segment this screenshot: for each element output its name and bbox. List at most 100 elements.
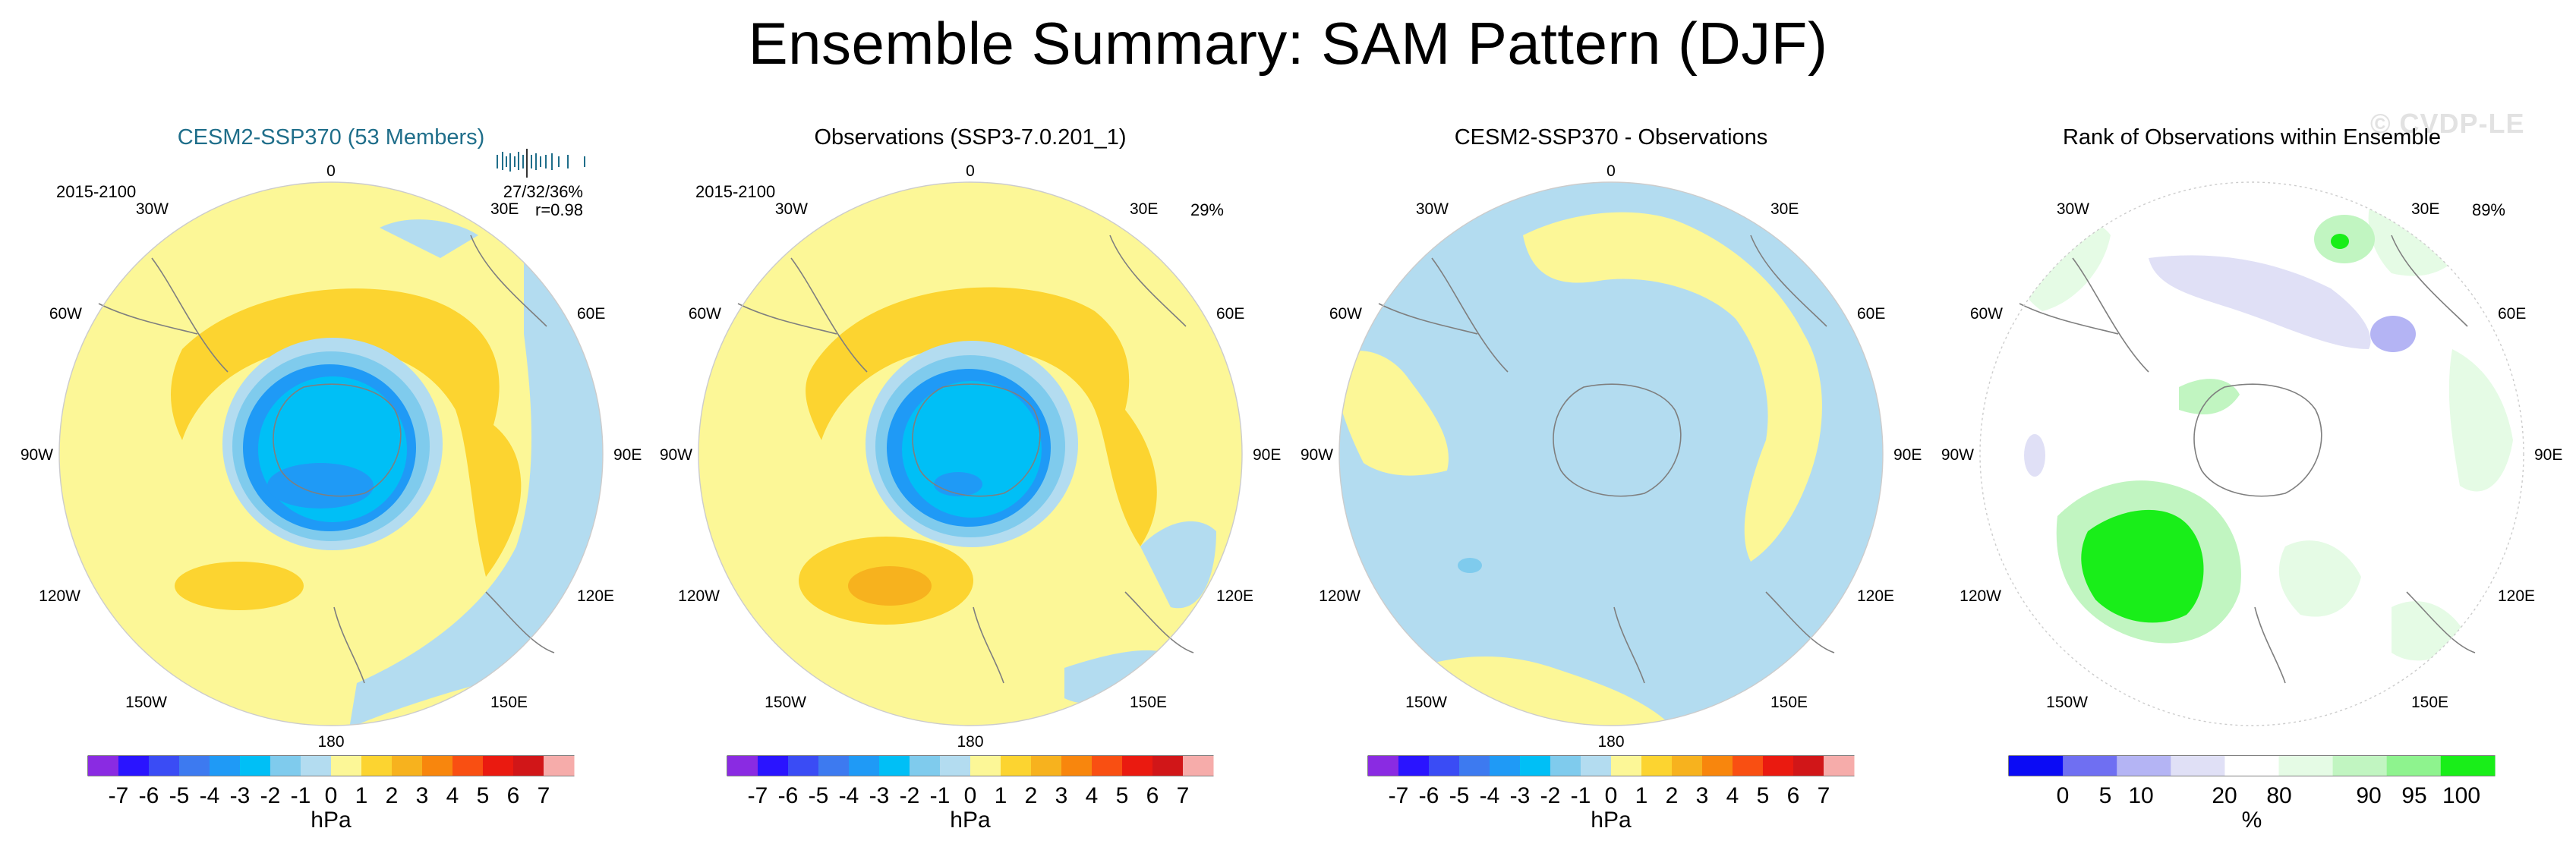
positive-ring [171, 288, 522, 577]
colorbar: -7 -6 -5 -4 -3 -2 -1 0 1 2 3 4 5 6 7 hPa [87, 755, 575, 833]
svg-text:3: 3 [416, 783, 429, 808]
colorbar-unit: % [2242, 808, 2262, 833]
svg-text:5: 5 [1116, 783, 1129, 808]
svg-text:60E: 60E [1216, 305, 1244, 323]
svg-text:120W: 120W [1319, 587, 1361, 605]
svg-text:-2: -2 [1540, 783, 1561, 808]
colorbar-cell [2278, 756, 2334, 776]
colorbar-cell [1581, 756, 1612, 776]
svg-text:120W: 120W [1960, 587, 2001, 605]
svg-text:30E: 30E [1770, 200, 1799, 218]
colorbar-cell [758, 756, 789, 776]
panel-title: Rank of Observations within Ensemble [2063, 125, 2441, 150]
panel-difference: CESM2-SSP370 - Observations 0 180 30W 60… [1280, 121, 1924, 847]
svg-text:60E: 60E [2498, 305, 2526, 323]
colorbar-cell [1368, 756, 1399, 776]
svg-text:30E: 30E [2411, 200, 2439, 218]
svg-text:150W: 150W [125, 694, 167, 711]
colorbar-cell [1459, 756, 1490, 776]
colorbar-cell [2009, 756, 2064, 776]
colorbar-cell [1611, 756, 1642, 776]
colorbar-cell [422, 756, 453, 776]
longitude-labels: 0 180 30W 60W 90W 120W 150W 30E 60E 90E … [1301, 162, 1922, 751]
svg-text:120W: 120W [39, 587, 80, 605]
colorbar-cell [910, 756, 941, 776]
svg-text:1: 1 [1635, 783, 1648, 808]
svg-text:5: 5 [1757, 783, 1770, 808]
svg-text:6: 6 [1146, 783, 1159, 808]
percent-label: 89% [2472, 200, 2505, 219]
percent-label: 29% [1190, 200, 1224, 219]
colorbar-cell [818, 756, 850, 776]
colorbar-unit: hPa [950, 808, 991, 833]
svg-text:90W: 90W [1941, 446, 1974, 464]
colorbar-cell [940, 756, 971, 776]
svg-text:120W: 120W [678, 587, 720, 605]
member-rank-strip [497, 149, 585, 178]
colorbar-cell [1793, 756, 1824, 776]
stats-r-value: r=0.98 [535, 200, 583, 219]
longitude-labels: 30W 60W 90W 120W 150W 30E 60E 90E 120E 1… [1941, 200, 2563, 711]
colorbar-cell [452, 756, 484, 776]
svg-text:0: 0 [2057, 783, 2070, 808]
svg-text:-7: -7 [109, 783, 129, 808]
colorbar-cell [270, 756, 301, 776]
svg-text:180: 180 [957, 733, 983, 751]
svg-text:-4: -4 [200, 783, 220, 808]
panel-title: CESM2-SSP370 - Observations [1455, 125, 1768, 150]
colorbar-cell [1763, 756, 1794, 776]
blue-region [349, 235, 603, 726]
svg-text:2: 2 [1025, 783, 1038, 808]
svg-text:120E: 120E [1216, 587, 1253, 605]
svg-text:2: 2 [1666, 783, 1679, 808]
colorbar-cell [240, 756, 271, 776]
svg-text:0: 0 [964, 783, 977, 808]
sam-field-map [1338, 181, 1884, 726]
svg-text:60E: 60E [577, 305, 605, 323]
svg-text:100: 100 [2442, 783, 2480, 808]
svg-text:-1: -1 [930, 783, 951, 808]
svg-text:90W: 90W [20, 446, 53, 464]
svg-text:10: 10 [2128, 783, 2153, 808]
colorbar-cell [879, 756, 910, 776]
colorbar-cell [1092, 756, 1123, 776]
svg-text:60W: 60W [689, 305, 721, 323]
colorbar-cell [88, 756, 119, 776]
colorbar-unit: hPa [1591, 808, 1632, 833]
svg-text:5: 5 [2099, 783, 2112, 808]
longitude-labels: 0 180 30W 60W 90W 120W 150W 30E 60E 90E … [660, 162, 1282, 751]
figure-title: Ensemble Summary: SAM Pattern (DJF) [748, 10, 1828, 77]
colorbar-cell [2063, 756, 2117, 776]
colorbar: 0 5 10 20 80 90 95 100 % [2008, 755, 2496, 833]
colorbar-cell [2117, 756, 2171, 776]
colorbar-cell [727, 756, 758, 776]
colorbar-cell [149, 756, 180, 776]
svg-text:30W: 30W [2057, 200, 2089, 218]
svg-text:120E: 120E [1857, 587, 1894, 605]
colorbar-cell [2440, 756, 2496, 776]
colorbar-cell [788, 756, 819, 776]
svg-text:90: 90 [2356, 783, 2381, 808]
svg-text:-5: -5 [1449, 783, 1470, 808]
svg-text:4: 4 [1086, 783, 1099, 808]
colorbar-cell [513, 756, 544, 776]
svg-text:90W: 90W [1301, 446, 1333, 464]
colorbar-cell [210, 756, 241, 776]
svg-text:60E: 60E [1857, 305, 1885, 323]
rank-map [1979, 181, 2524, 726]
svg-text:-5: -5 [169, 783, 190, 808]
svg-text:7: 7 [1177, 783, 1190, 808]
svg-text:6: 6 [507, 783, 520, 808]
svg-text:30W: 30W [136, 200, 169, 218]
svg-text:0: 0 [325, 783, 338, 808]
colorbar-cell [1733, 756, 1764, 776]
svg-text:90W: 90W [660, 446, 692, 464]
svg-text:-3: -3 [869, 783, 890, 808]
colorbar-cell [1702, 756, 1733, 776]
panel-ensemble-mean: CESM2-SSP370 (53 Members) 2015-2100 27/3… [0, 121, 644, 847]
svg-text:60W: 60W [49, 305, 82, 323]
period-label: 2015-2100 [695, 182, 775, 201]
colorbar-cell [331, 756, 362, 776]
svg-text:-1: -1 [291, 783, 311, 808]
svg-text:90E: 90E [2534, 446, 2562, 464]
